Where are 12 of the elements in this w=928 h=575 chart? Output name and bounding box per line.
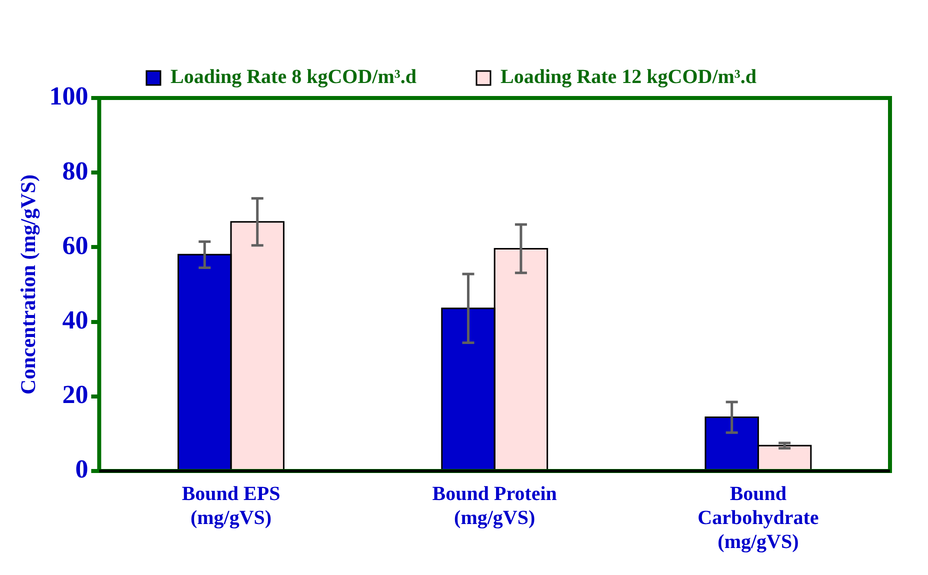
x-tick-label: Bound EPS (mg/gVS) [182, 483, 280, 530]
y-tick-label: 60 [62, 230, 88, 260]
y-tick-label: 0 [75, 454, 88, 484]
y-axis-title: Concentration (mg/gVS) [16, 174, 40, 394]
y-tick-label: 80 [62, 156, 88, 186]
x-tick-label: Bound Carbohydrate (mg/gVS) [698, 483, 819, 554]
y-tick-label: 100 [49, 82, 88, 111]
y-tick-label: 40 [62, 306, 88, 335]
legend-label: Loading Rate 12 kgCOD/m³.d [500, 66, 757, 88]
x-tick-label: Bound Protein (mg/gVS) [432, 483, 557, 530]
y-tick-label: 20 [62, 380, 88, 410]
legend-label: Loading Rate 8 kgCOD/m³.d [170, 66, 417, 88]
